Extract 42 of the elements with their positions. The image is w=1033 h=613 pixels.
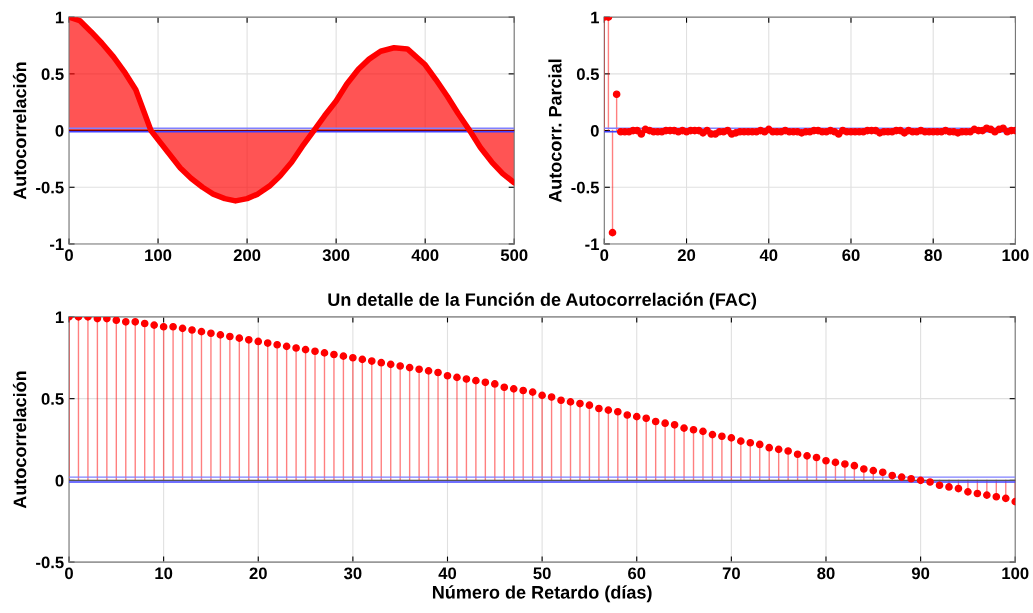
x-tick-label: 20	[677, 249, 696, 262]
x-tick-label: 400	[411, 249, 439, 262]
x-tick-label: 60	[628, 567, 646, 580]
y-tick-label: 0.5	[41, 393, 64, 405]
x-tick-label: 100	[1002, 567, 1029, 580]
x-tick-label: 200	[233, 249, 261, 262]
x-tick-label: 30	[343, 567, 362, 580]
x-tick-label: 80	[817, 567, 835, 580]
x-tick-label: 70	[722, 567, 740, 580]
y-tick-label: -1	[49, 238, 64, 251]
x-tick-label: 100	[1002, 249, 1029, 262]
y-tick-label: 0	[55, 124, 64, 137]
x-tick-label: 20	[249, 567, 267, 580]
x-tick-label: 80	[924, 249, 942, 262]
y-tick-label: 1	[55, 311, 64, 323]
x-tick-label: 0	[65, 249, 73, 262]
y-tick-label: 1	[591, 11, 599, 24]
x-tick-label: 300	[322, 249, 350, 262]
x-tick-label: 500	[500, 249, 528, 262]
y-tick-label: -0.5	[571, 181, 599, 194]
x-tick-label: 90	[911, 567, 930, 580]
x-tick-label: 60	[842, 249, 860, 262]
x-tick-label: 0	[600, 249, 609, 262]
x-tick-label: 0	[65, 567, 73, 580]
y-tick-label: -0.5	[36, 181, 64, 194]
y-axis-title: Autocorrelación	[12, 371, 27, 509]
x-tick-label: 40	[438, 567, 457, 580]
chart-title: Un detalle de la Función de Autocorrelación (FAC)	[328, 292, 757, 310]
y-axis-title: Autocorrelación	[12, 62, 27, 200]
x-tick-label: 10	[155, 567, 173, 580]
y-tick-label: 0.5	[576, 68, 599, 81]
y-tick-label: -1	[585, 238, 599, 251]
y-tick-label: 0	[55, 474, 64, 487]
y-tick-label: 0.5	[41, 68, 64, 81]
y-tick-label: -0.5	[36, 556, 64, 569]
x-tick-label: 50	[533, 567, 551, 580]
y-tick-label: 0	[590, 124, 599, 137]
y-axis-title: Autocorr. Parcial	[548, 59, 562, 203]
x-tick-label: 40	[759, 249, 778, 262]
y-tick-label: 1	[55, 11, 64, 24]
x-axis-title: Número de Retardo (días)	[432, 585, 652, 603]
x-tick-label: 100	[145, 249, 172, 262]
